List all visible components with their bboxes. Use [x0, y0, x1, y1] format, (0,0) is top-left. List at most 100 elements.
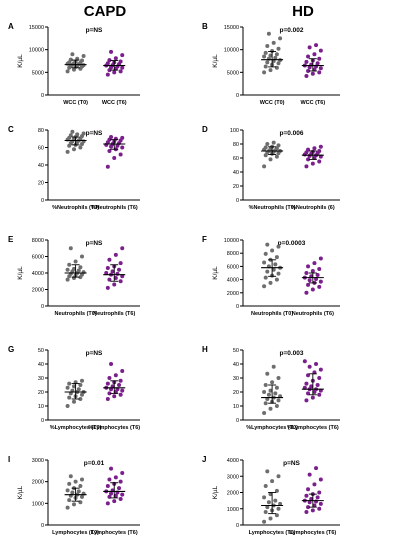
category-label: WCC (T0) [260, 100, 285, 106]
category-label: WCC (T0) [63, 100, 88, 106]
y-tick-label: 2000 [32, 288, 44, 294]
y-tick-label: 0 [41, 418, 44, 424]
data-point [266, 392, 271, 397]
y-tick-label: 10000 [224, 238, 239, 244]
series-t0: %Lymphocytes (T0) [246, 364, 298, 431]
data-point [112, 282, 117, 287]
data-point [76, 268, 81, 273]
data-point [312, 261, 317, 266]
data-point [113, 493, 118, 498]
data-point [310, 508, 315, 513]
data-point [276, 474, 281, 479]
data-point [120, 388, 125, 393]
panel-c: C 0 20 40 60 80 p=NS %Neutrophils (T0)%Neutroph… [8, 125, 140, 211]
data-point [75, 132, 80, 137]
data-point [65, 404, 70, 408]
data-point [268, 157, 273, 162]
data-point [318, 66, 323, 71]
data-point [112, 394, 117, 399]
data-point [306, 157, 311, 162]
panel-letter: C [8, 125, 14, 134]
data-point [78, 145, 83, 150]
y-axis-label: K/µL [212, 485, 219, 499]
series-t6: WCC (T6) [102, 49, 127, 106]
data-point [315, 272, 320, 277]
data-point [80, 58, 84, 63]
data-point [67, 498, 72, 503]
panel-i: I 0 1000 2000 3000 K/µL p=0.01 Lymphocytes (T0)… [8, 455, 140, 536]
y-tick-label: 1000 [227, 507, 239, 513]
data-point [120, 274, 125, 279]
data-point [310, 287, 315, 292]
data-point [317, 56, 322, 61]
data-point [266, 31, 271, 36]
y-tick-label: 20 [233, 184, 239, 190]
data-point [307, 500, 312, 505]
data-point [312, 482, 317, 487]
data-point [317, 376, 322, 380]
data-point [310, 161, 315, 166]
y-tick-label: 20 [38, 181, 44, 187]
data-point [118, 59, 123, 64]
data-point [317, 149, 322, 153]
data-point [266, 500, 271, 505]
data-point [276, 143, 281, 148]
y-tick-label: 40 [233, 362, 239, 368]
data-point [117, 383, 122, 387]
data-point [72, 502, 76, 507]
data-point [268, 280, 273, 285]
data-point [80, 378, 84, 383]
panel-h: H 0 10 20 30 40 50 p=0.003 %Lymphocytes (T0)%Lym… [202, 345, 340, 431]
data-point [312, 503, 317, 508]
panel-a: A 0 5000 10000 15000 K/µL p=NS WCC (T0) WCC (T6) [8, 22, 140, 106]
data-point [72, 147, 76, 152]
data-point [78, 397, 83, 401]
col-title-capd: CAPD [84, 3, 127, 20]
data-point [120, 369, 125, 373]
data-point [263, 484, 268, 488]
data-point [317, 490, 322, 495]
category-label: %Lymphocytes (T0) [50, 425, 102, 431]
data-point [113, 275, 118, 280]
series-t0: Neutrophils (T0) [55, 246, 97, 317]
data-point [274, 52, 279, 57]
data-point [68, 474, 73, 479]
panel-j: J 0 1000 2000 3000 4000 K/µL p=NS Lymphocytes (T… [202, 455, 340, 536]
data-point [276, 61, 281, 66]
y-tick-label: 15000 [29, 25, 44, 31]
data-point [318, 279, 323, 284]
y-tick-label: 30 [233, 376, 239, 382]
panel-letter: H [202, 345, 208, 354]
data-point [306, 282, 311, 287]
y-tick-label: 20 [38, 390, 44, 396]
data-point [276, 506, 281, 511]
data-point [307, 45, 312, 50]
data-point [304, 164, 309, 169]
data-point [72, 266, 76, 271]
panel-letter: J [202, 455, 206, 464]
panel-letter: A [8, 22, 14, 31]
data-point [304, 381, 309, 386]
data-point [113, 56, 118, 61]
data-point [72, 384, 76, 389]
y-tick-label: 1000 [32, 501, 44, 507]
y-tick-label: 0 [236, 198, 239, 204]
series-t6: Neutrophils (T6) [93, 246, 135, 317]
data-point [263, 275, 268, 280]
data-point [118, 392, 123, 397]
data-point [262, 54, 267, 59]
y-tick-label: 2000 [32, 480, 44, 486]
data-point [105, 164, 110, 169]
data-point [274, 65, 279, 70]
data-point [81, 54, 86, 59]
data-point [307, 472, 312, 477]
data-point [78, 265, 83, 270]
data-point [268, 388, 273, 393]
data-point [274, 277, 279, 282]
y-axis-label: K/µL [212, 266, 219, 280]
data-point [318, 256, 323, 261]
category-label: Neutrophils (T6) [93, 311, 135, 317]
data-point [112, 499, 117, 504]
data-point [70, 129, 75, 134]
p-value-annotation: p=0.003 [279, 350, 303, 357]
